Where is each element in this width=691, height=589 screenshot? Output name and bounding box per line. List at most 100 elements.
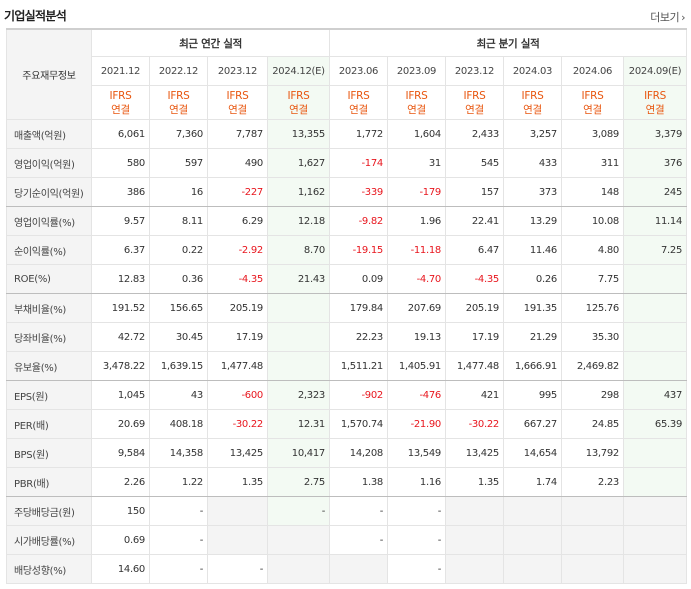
value-cell: 13.29	[503, 206, 562, 236]
standard-ifrs: IFRS	[463, 89, 486, 102]
value-cell	[622, 293, 688, 323]
value-cell	[445, 496, 504, 526]
accounting-standard: IFRS 연결	[561, 85, 624, 120]
value-cell: 2,433	[445, 119, 504, 149]
value-cell: 2.23	[561, 467, 624, 497]
standard-ifrs: IFRS	[226, 89, 249, 102]
row-label: 주당배당금(원)	[6, 496, 92, 526]
value-cell: 1,772	[329, 119, 388, 149]
table-row: PER(배) 20.69 408.18 -30.22 12.31 1,570.74 -21.…	[6, 409, 688, 439]
standard-consolidated: 연결	[465, 103, 484, 116]
value-cell: 3,257	[503, 119, 562, 149]
value-cell	[622, 467, 688, 497]
value-cell	[561, 496, 624, 526]
value-cell: 580	[91, 148, 150, 178]
table-row: 매출액(억원) 6,061 7,360 7,787 13,355 1,772 1,604 2,…	[6, 119, 688, 149]
value-cell	[267, 293, 330, 323]
value-cell: -	[329, 496, 388, 526]
value-cell: 1,405.91	[387, 351, 446, 381]
value-cell: 20.69	[91, 409, 150, 439]
value-cell: 0.26	[503, 264, 562, 294]
value-cell: -4.35	[207, 264, 268, 294]
row-label: ROE(%)	[6, 264, 92, 294]
value-cell: -	[267, 496, 330, 526]
more-link-label[interactable]: 더보기	[650, 11, 680, 24]
value-cell: 10,417	[267, 438, 330, 468]
value-cell: 35.30	[561, 322, 624, 352]
value-cell: 1,627	[267, 148, 330, 178]
standard-ifrs: IFRS	[167, 89, 190, 102]
value-cell: 13,549	[387, 438, 446, 468]
value-cell: -	[387, 525, 446, 555]
quarter-group-header: 최근 분기 실적	[328, 28, 688, 57]
standard-ifrs: IFRS	[109, 89, 132, 102]
row-label: 영업이익(억원)	[6, 148, 92, 178]
accounting-standard: IFRS 연결	[622, 85, 688, 120]
row-label: 당좌비율(%)	[6, 322, 92, 352]
value-cell: 1,570.74	[329, 409, 388, 439]
value-cell: 17.19	[207, 322, 268, 352]
accounting-standard: IFRS 연결	[207, 85, 268, 120]
value-cell: 8.11	[149, 206, 208, 236]
value-cell	[329, 554, 388, 584]
value-cell: 65.39	[622, 409, 688, 439]
value-cell: -	[207, 554, 268, 584]
value-cell: 490	[207, 148, 268, 178]
value-cell: 24.85	[561, 409, 624, 439]
value-cell: 9.57	[91, 206, 150, 236]
row-label: PBR(배)	[6, 467, 92, 497]
value-cell: 12.18	[267, 206, 330, 236]
table-row: ROE(%) 12.83 0.36 -4.35 21.43 0.09 -4.70 -4.35 0…	[6, 264, 688, 294]
value-cell: -476	[387, 380, 446, 410]
value-cell: -11.18	[387, 235, 446, 265]
financial-table: 주요재무정보 최근 연간 실적 최근 분기 실적 2021.12 2022.12 2023…	[6, 28, 688, 584]
value-cell: 421	[445, 380, 504, 410]
value-cell: 43	[149, 380, 208, 410]
row-label: 유보율(%)	[6, 351, 92, 381]
value-cell: 1,666.91	[503, 351, 562, 381]
row-label: 배당성향(%)	[6, 554, 92, 584]
value-cell: -902	[329, 380, 388, 410]
value-cell: 6,061	[91, 119, 150, 149]
value-cell: -179	[387, 177, 446, 207]
value-cell: 2.26	[91, 467, 150, 497]
annual-group-header: 최근 연간 실적	[91, 28, 330, 57]
quarter-period: 2024.09(E)	[622, 56, 688, 86]
value-cell: -30.22	[445, 409, 504, 439]
value-cell: 10.08	[561, 206, 624, 236]
quarter-period: 2024.03	[503, 56, 562, 86]
value-cell: -227	[207, 177, 268, 207]
value-cell: 42.72	[91, 322, 150, 352]
value-cell: 17.19	[445, 322, 504, 352]
value-cell: 6.37	[91, 235, 150, 265]
value-cell	[622, 554, 688, 584]
value-cell: -4.70	[387, 264, 446, 294]
value-cell	[622, 496, 688, 526]
row-label: 영업이익률(%)	[6, 206, 92, 236]
quarter-period: 2023.12	[445, 56, 504, 86]
value-cell: 14,208	[329, 438, 388, 468]
value-cell: 1,162	[267, 177, 330, 207]
standard-ifrs: IFRS	[347, 89, 370, 102]
value-cell: 13,792	[561, 438, 624, 468]
row-label: 시가배당률(%)	[6, 525, 92, 555]
value-cell	[207, 525, 268, 555]
value-cell	[622, 438, 688, 468]
standard-consolidated: 연결	[289, 103, 308, 116]
value-cell: -	[149, 496, 208, 526]
more-link[interactable]: 더보기 ›	[650, 9, 685, 25]
value-cell: 14.60	[91, 554, 150, 584]
value-cell: 13,425	[445, 438, 504, 468]
value-cell: 2,469.82	[561, 351, 624, 381]
value-cell: -600	[207, 380, 268, 410]
chevron-right-icon[interactable]: ›	[681, 11, 685, 24]
standard-consolidated: 연결	[228, 103, 247, 116]
value-cell: -339	[329, 177, 388, 207]
value-cell: 0.09	[329, 264, 388, 294]
value-cell	[207, 496, 268, 526]
value-cell	[503, 525, 562, 555]
value-cell: 21.29	[503, 322, 562, 352]
value-cell: 995	[503, 380, 562, 410]
value-cell: -	[149, 525, 208, 555]
value-cell: 30.45	[149, 322, 208, 352]
